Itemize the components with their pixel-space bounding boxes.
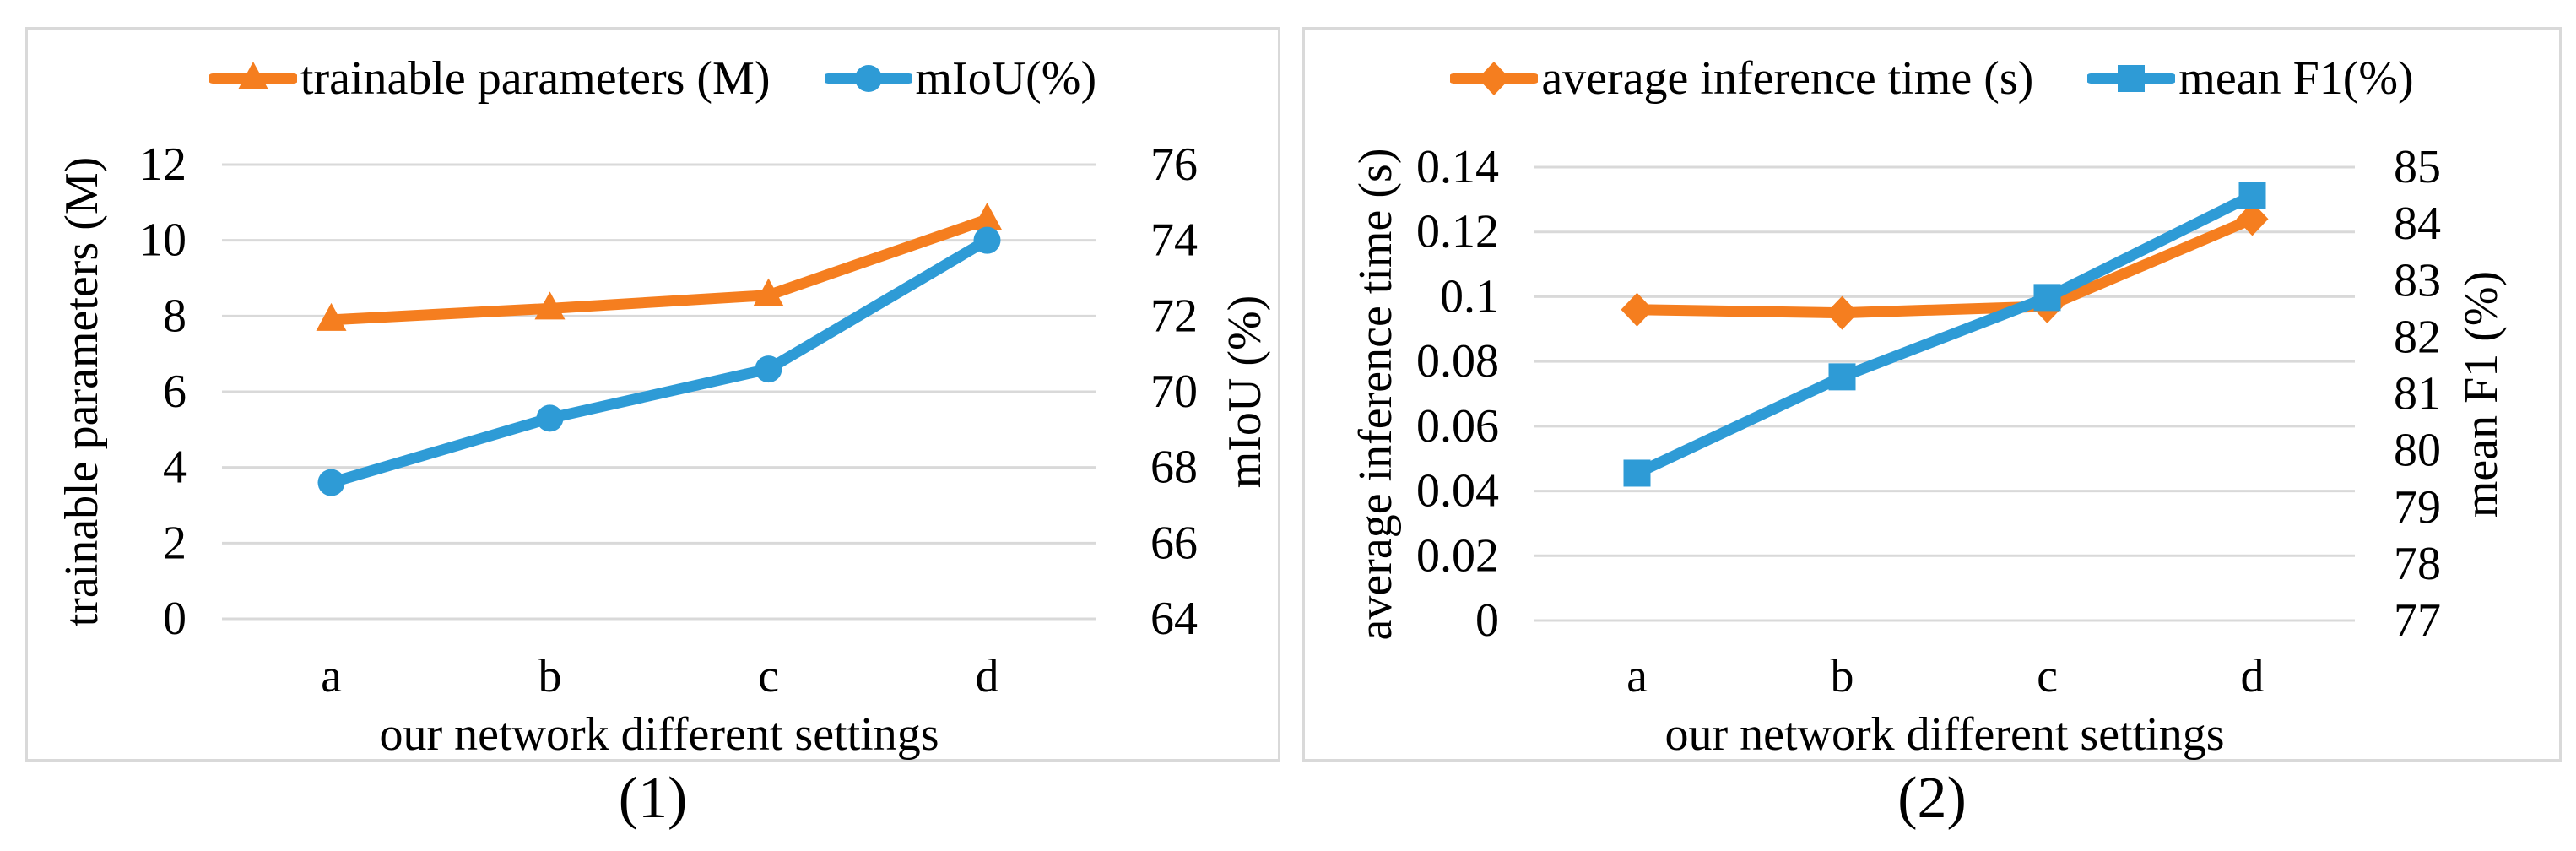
data-point-marker [2236,202,2269,236]
legend-item-miou: mIoU(%) [824,51,1097,106]
left-axis-tick-label: 0 [1475,594,1499,647]
panel-2-caption: (2) [1897,766,1967,831]
left-axis-title: average inference time (s) [1350,148,1402,641]
left-axis-tick-label: 4 [163,442,187,494]
data-point-marker [1623,459,1651,487]
left-axis-tick-label: 0.02 [1416,529,1499,582]
x-axis-category-label: b [538,650,562,702]
right-axis-tick-label: 68 [1150,442,1198,494]
right-axis-title: mean F1 (%) [2455,270,2508,518]
x-axis-category-label: c [758,650,779,702]
x-axis-category-label: d [2241,650,2265,702]
right-axis-tick-label: 72 [1150,290,1198,342]
right-axis-tick-label: 78 [2394,538,2441,590]
legend-marker [2118,65,2146,92]
line-triangle-marker-icon [208,62,297,89]
right-axis-tick-label: 66 [1150,517,1198,569]
right-axis-tick-label: 83 [2394,254,2441,306]
legend-item-inference-time: average inference time (s) [1450,51,2033,106]
right-axis-tick-label: 79 [2394,481,2441,534]
plot-area-2: 0 0.02 0.04 0.06 0.08 0.1 0.12 0.14 777879808182… [1416,141,2441,702]
data-point-marker [2238,182,2266,209]
right-axis-title: mIoU (%) [1219,295,1271,489]
data-point-marker [316,302,347,331]
x-axis-category-label: d [976,650,999,702]
left-axis-tick-label: 0.08 [1416,335,1499,388]
series-line [326,214,993,326]
x-axis-category-label: b [1831,650,1854,702]
legend-marker [854,65,882,92]
right-axis-tick-label: 81 [2394,368,2441,420]
legend-item-trainable-parameters: trainable parameters (M) [208,51,771,106]
data-point-marker [317,469,345,496]
series-line [1632,213,2258,319]
chart-panel-1: 0 2 4 6 8 10 12 64 66 68 70 72 74 76 a b c d trainable pa… [25,27,1280,762]
legend-1: trainable parameters (M) mIoU(%) [28,51,1278,106]
right-axis-tick-label: 70 [1150,366,1198,418]
data-point-marker [2033,284,2061,312]
legend-2: average inference time (s) mean F1(%) [1305,51,2559,106]
right-axis-tick-label: 76 [1150,138,1198,191]
x-axis-category-label: c [2037,650,2058,702]
legend-label: mean F1(%) [2178,52,2414,105]
line-diamond-marker-icon [1450,62,1539,95]
x-axis-category-label: a [1626,650,1648,702]
data-point-marker [1621,292,1653,327]
data-point-marker [971,203,1003,231]
x-axis-title: our network different settings [1664,708,2225,761]
right-axis-tick-label: 80 [2394,425,2441,477]
data-point-marker [755,355,782,383]
left-axis-tick-label: 0 [163,593,187,645]
data-point-marker [1826,295,1859,330]
left-axis-tick-label: 2 [163,517,187,569]
data-point-marker [534,291,566,320]
left-axis-tick-label: 0.14 [1416,141,1499,193]
left-axis-title: trainable parameters (M) [56,156,108,627]
left-axis-tick-label: 0.12 [1416,206,1499,258]
left-axis-tick-label: 0.06 [1416,400,1499,453]
legend-item-mean-f1: mean F1(%) [2087,51,2414,106]
legend-marker [1478,62,1511,95]
x-axis-title: our network different settings [379,708,939,761]
legend-label: mIoU(%) [915,52,1097,105]
left-axis-tick-label: 0.04 [1416,465,1499,518]
data-point-marker [973,226,1001,254]
left-axis-tick-label: 8 [163,290,187,342]
data-point-marker [536,404,564,432]
line-square-marker-icon [2087,65,2176,92]
left-axis-tick-label: 12 [139,138,187,191]
x-axis-category-label: a [321,650,342,702]
left-axis-tick-label: 6 [163,366,187,418]
left-axis-tick-label: 0.1 [1440,270,1499,323]
right-axis-tick-label: 82 [2394,311,2441,363]
data-point-marker [1828,363,1856,391]
data-point-marker [753,278,784,306]
right-axis-tick-label: 84 [2394,198,2441,250]
right-axis-tick-label: 77 [2394,594,2441,647]
chart-panel-2: 0 0.02 0.04 0.06 0.08 0.1 0.12 0.14 77 78 79 80 81 82… [1302,27,2562,762]
right-axis-tick-label: 85 [2394,141,2441,193]
legend-label: trainable parameters (M) [300,52,771,105]
legend-marker [237,62,268,89]
panel-1-caption: (1) [618,766,688,831]
series-line [326,235,993,489]
left-axis-tick-label: 10 [139,214,187,267]
right-axis-tick-label: 64 [1150,593,1198,645]
series-line [1632,190,2258,479]
line-circle-marker-icon [824,65,912,92]
right-axis-tick-label: 74 [1150,214,1198,267]
legend-label: average inference time (s) [1541,52,2034,105]
